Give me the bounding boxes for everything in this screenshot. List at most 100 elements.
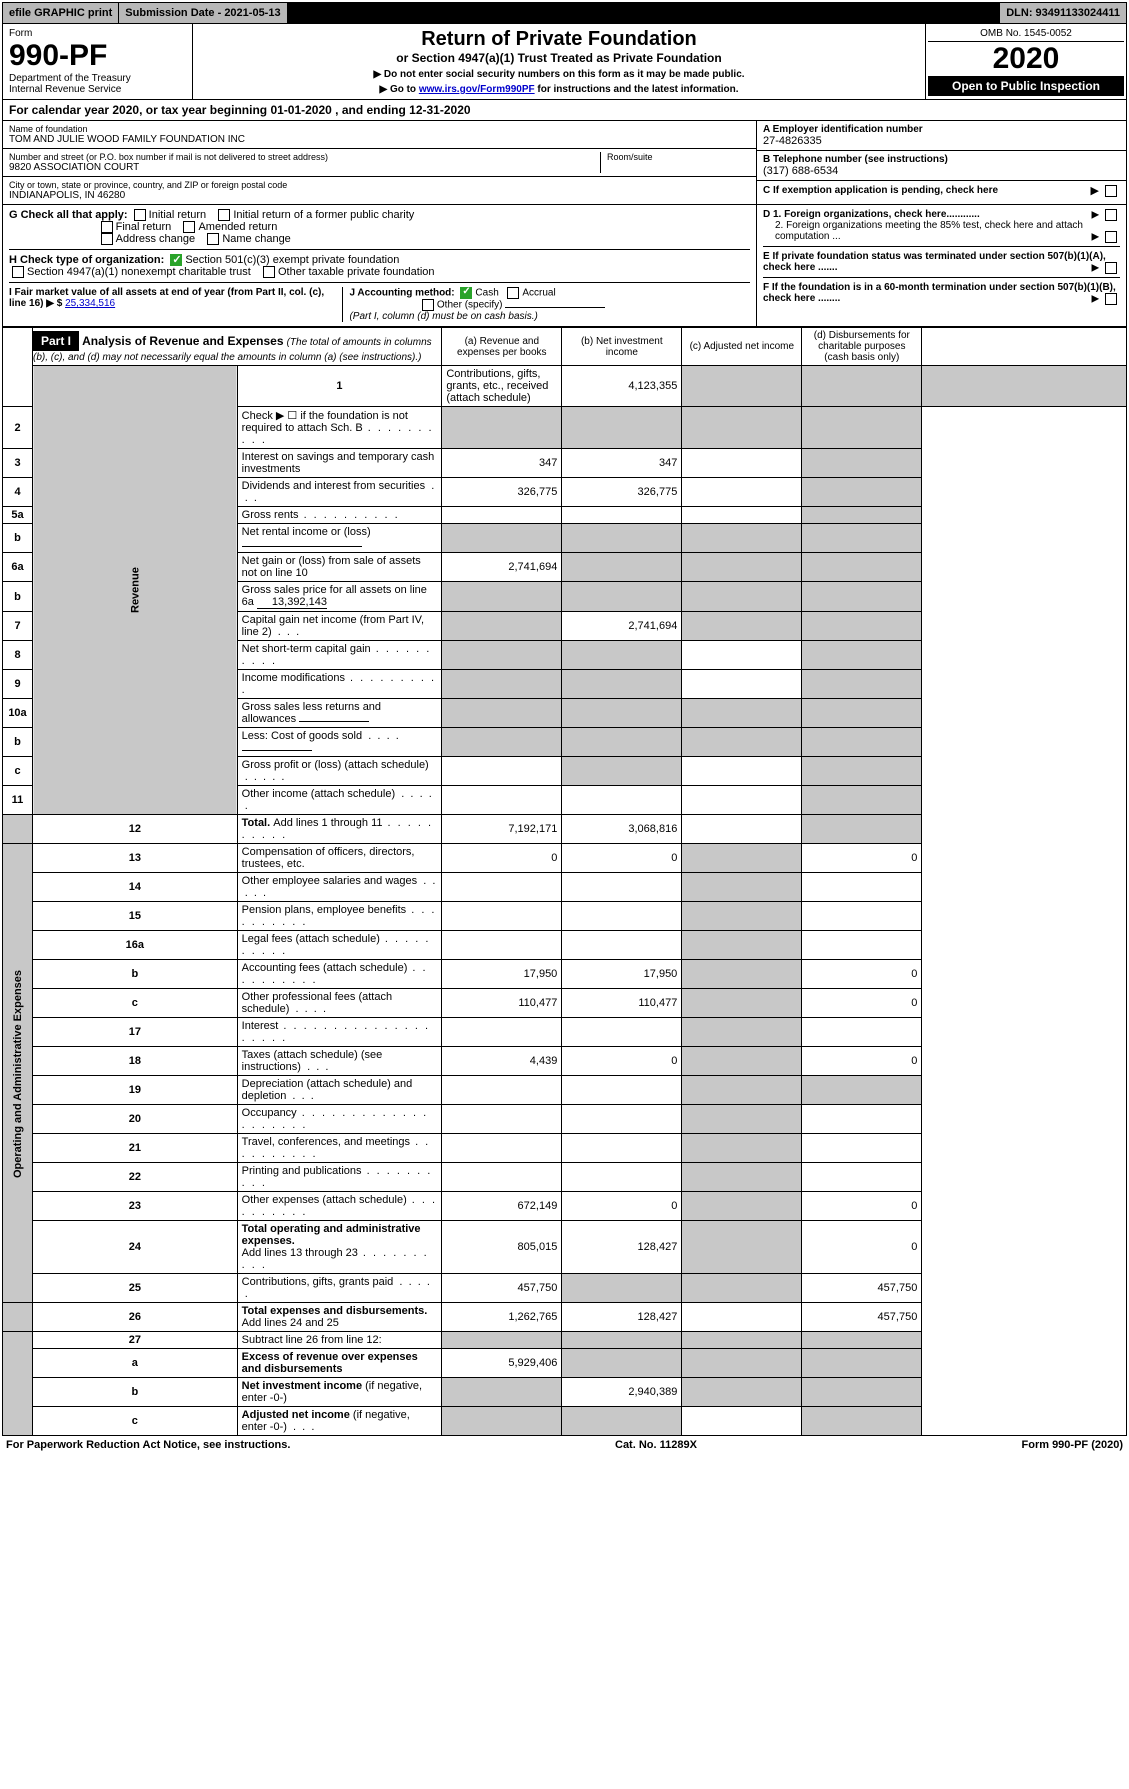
h-4947-checkbox[interactable] [12, 266, 24, 278]
j-accrual-checkbox[interactable] [507, 287, 519, 299]
g-name-checkbox[interactable] [207, 233, 219, 245]
header-middle: Return of Private Foundation or Section … [193, 24, 926, 99]
row-num: 13 [33, 844, 238, 873]
g-opt-2: Final return [116, 221, 172, 233]
row-num: 9 [3, 670, 33, 699]
g-initial-former-checkbox[interactable] [218, 209, 230, 221]
expenses-side-label: Operating and Administrative Expenses [3, 844, 33, 1303]
address-cell: Number and street (or P.O. box number if… [3, 149, 756, 177]
h-501c3-checkbox[interactable] [170, 254, 182, 266]
row-num: 25 [33, 1274, 238, 1303]
submission-date: Submission Date - 2021-05-13 [119, 3, 287, 23]
row-desc: Pension plans, employee benefits [237, 902, 442, 931]
row-val-b: 347 [562, 449, 682, 478]
table-row: 25 Contributions, gifts, grants paid . .… [3, 1274, 1127, 1303]
row-num: 15 [33, 902, 238, 931]
row-val-b: 0 [562, 844, 682, 873]
foundation-name-cell: Name of foundation TOM AND JULIE WOOD FA… [3, 121, 756, 149]
footer-left: For Paperwork Reduction Act Notice, see … [6, 1439, 290, 1451]
checks-right: D 1. Foreign organizations, check here..… [756, 205, 1126, 326]
row-desc: Gross rents [237, 507, 442, 524]
col-b-header: (b) Net investment income [562, 328, 682, 366]
g-initial-checkbox[interactable] [134, 209, 146, 221]
row-desc: Legal fees (attach schedule) [237, 931, 442, 960]
g-address-checkbox[interactable] [101, 233, 113, 245]
g-opt-4: Address change [116, 233, 196, 245]
note-2: ▶ Go to www.irs.gov/Form990PF for instru… [197, 84, 921, 95]
row-val-b: 0 [562, 1192, 682, 1221]
row-desc: Accounting fees (attach schedule) [237, 960, 442, 989]
table-row: Operating and Administrative Expenses 13… [3, 844, 1127, 873]
row-desc: Net investment income (if negative, ente… [237, 1378, 442, 1407]
row-num: 14 [33, 873, 238, 902]
top-spacer [288, 3, 1001, 23]
g-opt-0: Initial return [149, 209, 206, 221]
g-opt-5: Name change [222, 233, 291, 245]
phone-cell: B Telephone number (see instructions) (3… [757, 151, 1126, 181]
part1-table: Part I Analysis of Revenue and Expenses … [2, 327, 1127, 1436]
row-val-a: 4,439 [442, 1047, 562, 1076]
row-num: 27 [33, 1332, 238, 1349]
e-checkbox[interactable] [1105, 262, 1117, 274]
omb-number: OMB No. 1545-0052 [928, 26, 1124, 42]
table-row: 14 Other employee salaries and wages . .… [3, 873, 1127, 902]
irs-link[interactable]: www.irs.gov/Form990PF [419, 84, 535, 95]
row-num: 19 [33, 1076, 238, 1105]
row-num: 21 [33, 1134, 238, 1163]
d1-checkbox[interactable] [1105, 209, 1117, 221]
part1-label: Part I [33, 331, 79, 351]
row-desc: Other employee salaries and wages . . . … [237, 873, 442, 902]
row-num: 7 [3, 612, 33, 641]
revenue-side-label: Revenue [33, 366, 238, 815]
g-opt-1: Initial return of a former public charit… [233, 209, 414, 221]
e-label: E If private foundation status was termi… [763, 251, 1106, 273]
ij-row: I Fair market value of all assets at end… [9, 282, 750, 322]
table-row: 21 Travel, conferences, and meetings [3, 1134, 1127, 1163]
row-num: b [33, 1378, 238, 1407]
i-value[interactable]: 25,334,516 [65, 298, 115, 309]
foundation-name: TOM AND JULIE WOOD FAMILY FOUNDATION INC [9, 134, 750, 145]
row-desc: Subtract line 26 from line 12: [237, 1332, 442, 1349]
footer-mid: Cat. No. 11289X [615, 1439, 697, 1451]
table-row: 18 Taxes (attach schedule) (see instruct… [3, 1047, 1127, 1076]
row-num: 1 [237, 366, 442, 407]
row-val-a: 672,149 [442, 1192, 562, 1221]
j-other-checkbox[interactable] [422, 299, 434, 311]
room-label: Room/suite [607, 152, 750, 162]
city-label: City or town, state or province, country… [9, 180, 750, 190]
table-row: b Accounting fees (attach schedule) 17,9… [3, 960, 1127, 989]
table-row: 20 Occupancy [3, 1105, 1127, 1134]
row-desc: Less: Cost of goods sold . . . . [237, 728, 442, 757]
row-num: 26 [33, 1303, 238, 1332]
row-val-b: 3,068,816 [562, 815, 682, 844]
d2-checkbox[interactable] [1105, 231, 1117, 243]
c-checkbox[interactable] [1105, 185, 1117, 197]
row-desc: Adjusted net income (if negative, enter … [237, 1407, 442, 1436]
row-num: 23 [33, 1192, 238, 1221]
city-state-zip: INDIANAPOLIS, IN 46280 [9, 190, 750, 201]
g-opt-3: Amended return [198, 221, 277, 233]
g-amended-checkbox[interactable] [183, 221, 195, 233]
form-header: Form 990-PF Department of the Treasury I… [2, 24, 1127, 100]
c-label: C If exemption application is pending, c… [763, 185, 998, 196]
row-val-b: 2,940,389 [562, 1378, 682, 1407]
row-val-a: 2,741,694 [442, 553, 562, 582]
h-other-checkbox[interactable] [263, 266, 275, 278]
d1-row: D 1. Foreign organizations, check here..… [763, 209, 1120, 220]
row-val-b: 17,950 [562, 960, 682, 989]
row-val-b: 326,775 [562, 478, 682, 507]
row-num: 18 [33, 1047, 238, 1076]
f-checkbox[interactable] [1105, 293, 1117, 305]
row-num: 5a [3, 507, 33, 524]
g-final-checkbox[interactable] [101, 221, 113, 233]
j-cash-checkbox[interactable] [460, 287, 472, 299]
table-row: 27 Subtract line 26 from line 12: [3, 1332, 1127, 1349]
g-label: G Check all that apply: [9, 209, 128, 221]
row-val-a: 326,775 [442, 478, 562, 507]
row-num: 4 [3, 478, 33, 507]
row-desc: Other expenses (attach schedule) [237, 1192, 442, 1221]
row-num: 12 [33, 815, 238, 844]
addr-label: Number and street (or P.O. box number if… [9, 152, 600, 162]
inspection-label: Open to Public Inspection [928, 76, 1124, 96]
row-val-b: 0 [562, 1047, 682, 1076]
